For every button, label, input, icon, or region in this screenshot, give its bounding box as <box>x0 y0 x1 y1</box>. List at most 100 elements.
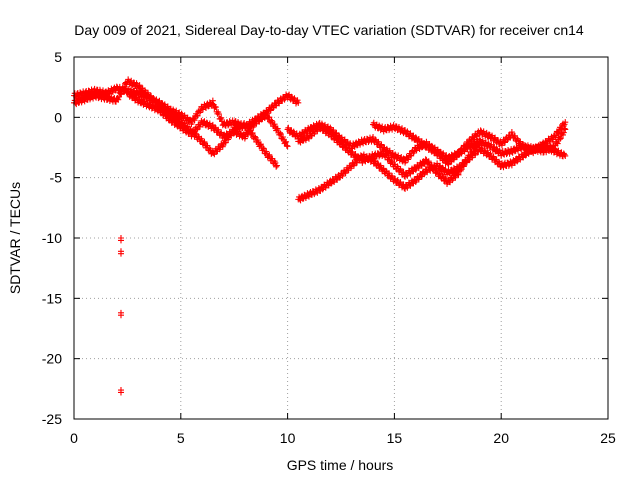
data-point <box>251 133 258 140</box>
data-point <box>257 142 264 149</box>
data-point <box>405 156 412 163</box>
data-point <box>328 180 335 187</box>
data-point <box>366 154 373 161</box>
series-track-1 <box>71 83 302 132</box>
data-point <box>439 173 446 180</box>
data-point <box>283 142 290 149</box>
data-point <box>462 144 469 151</box>
data-point <box>452 174 459 181</box>
data-point <box>164 107 171 114</box>
data-point <box>560 129 567 136</box>
data-point <box>266 114 273 121</box>
y-tick-label: -5 <box>50 170 63 186</box>
x-tick-label: 25 <box>600 430 616 446</box>
x-axis-label: GPS time / hours <box>287 457 394 473</box>
data-point <box>558 126 565 133</box>
data-point <box>338 139 344 146</box>
data-point <box>175 120 182 127</box>
data-point <box>270 104 277 111</box>
data-point <box>383 151 390 158</box>
data-point <box>254 137 261 144</box>
y-tick-label: 0 <box>54 109 62 125</box>
data-point <box>472 151 479 158</box>
data-point <box>271 121 278 128</box>
data-point <box>490 153 497 160</box>
data-point <box>346 146 353 153</box>
x-tick-label: 20 <box>493 430 509 446</box>
data-point <box>415 176 422 183</box>
data-point <box>356 157 363 164</box>
data-point <box>392 151 399 158</box>
data-point <box>555 130 562 137</box>
data-point <box>260 145 267 152</box>
data-point <box>273 163 280 170</box>
data-point <box>457 164 464 171</box>
x-tick-label: 0 <box>70 430 78 446</box>
data-point <box>453 154 460 161</box>
data-point <box>485 140 492 147</box>
data-point <box>215 111 222 118</box>
data-point <box>449 169 456 176</box>
data-point <box>191 117 198 124</box>
outlier-point <box>117 237 124 244</box>
data-point <box>508 129 515 136</box>
data-point <box>442 175 449 182</box>
y-tick-label: -10 <box>42 230 62 246</box>
data-point <box>376 122 383 129</box>
x-tick-label: 5 <box>177 430 185 446</box>
data-point <box>343 145 350 152</box>
data-point <box>350 162 357 169</box>
data-point <box>247 127 254 134</box>
data-point <box>218 114 225 121</box>
data-point <box>201 138 208 145</box>
data-point <box>493 145 500 152</box>
data-point <box>283 138 290 145</box>
data-point <box>295 99 302 106</box>
data-point <box>517 156 524 163</box>
data-points <box>71 76 569 396</box>
outlier-point <box>117 250 124 257</box>
data-point <box>322 184 329 191</box>
data-point <box>294 97 301 104</box>
data-point <box>532 148 539 155</box>
data-point <box>276 129 283 136</box>
data-point <box>144 89 151 96</box>
data-point <box>120 86 127 93</box>
data-point <box>477 127 484 134</box>
data-point <box>514 135 521 142</box>
data-point <box>222 134 229 141</box>
data-point <box>191 129 198 136</box>
outlier-point <box>117 312 124 319</box>
data-point <box>284 143 291 150</box>
data-point <box>118 91 125 98</box>
grid <box>74 57 608 419</box>
data-point <box>209 97 216 104</box>
data-point <box>203 119 210 126</box>
data-point <box>117 90 124 97</box>
data-point <box>439 164 446 171</box>
data-point <box>282 139 289 146</box>
data-point <box>193 126 200 133</box>
data-point <box>273 162 280 169</box>
axis-ticks: 0 5 10 15 20 25 5 0 -5 -10 -15 -20 -25 <box>42 49 616 446</box>
data-point <box>231 127 238 134</box>
outlier-point <box>117 389 124 396</box>
data-point <box>153 97 160 104</box>
y-axis-label: SDTVAR / TECUs <box>7 182 23 294</box>
data-point <box>218 129 225 136</box>
data-point <box>194 112 201 119</box>
data-point <box>138 97 145 104</box>
series-track-3 <box>124 88 291 150</box>
data-point <box>196 123 203 130</box>
chart-title: Day 009 of 2021, Sidereal Day-to-day VTE… <box>74 22 584 38</box>
data-point <box>553 139 560 146</box>
y-tick-label: 5 <box>54 49 62 65</box>
data-point <box>212 124 219 131</box>
data-point <box>318 123 325 130</box>
data-point <box>257 141 264 148</box>
data-point <box>190 129 197 136</box>
data-point <box>562 152 569 159</box>
data-point <box>425 158 432 165</box>
data-point <box>121 85 128 92</box>
data-point <box>410 149 417 156</box>
